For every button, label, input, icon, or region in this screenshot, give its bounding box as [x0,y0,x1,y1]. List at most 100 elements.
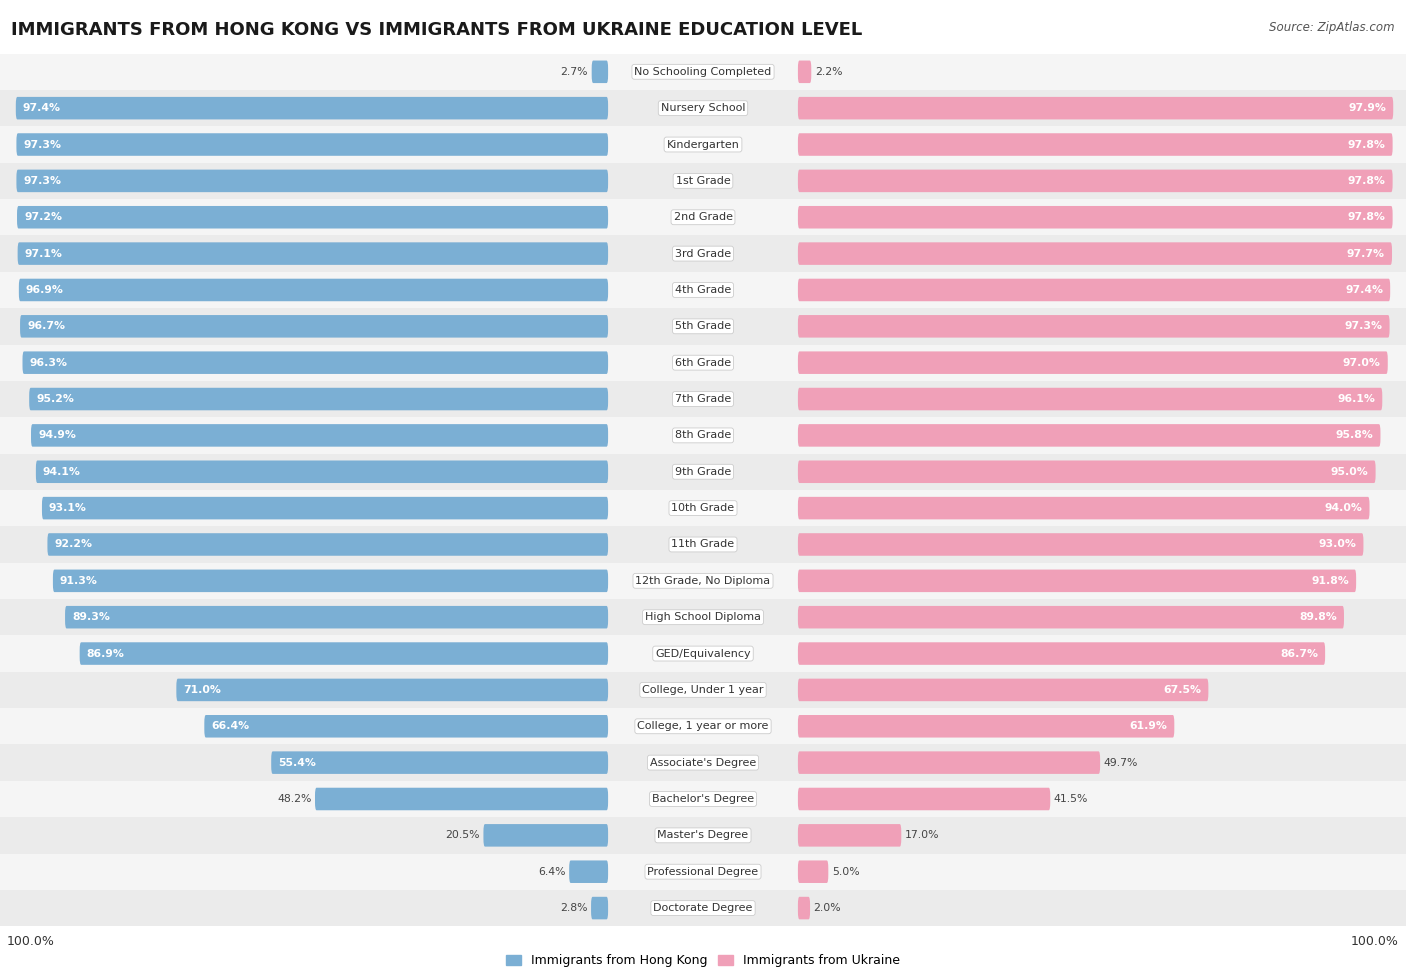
Text: 97.4%: 97.4% [1346,285,1384,295]
Text: 89.8%: 89.8% [1299,612,1337,622]
Text: 97.2%: 97.2% [24,213,62,222]
Text: 3rd Grade: 3rd Grade [675,249,731,258]
FancyBboxPatch shape [22,351,609,374]
Text: 95.2%: 95.2% [37,394,75,404]
Text: 6.4%: 6.4% [538,867,565,877]
Text: 2.8%: 2.8% [560,903,588,913]
Text: 66.4%: 66.4% [211,722,249,731]
Text: 96.1%: 96.1% [1337,394,1375,404]
Text: 95.0%: 95.0% [1331,467,1368,477]
FancyBboxPatch shape [271,752,609,774]
FancyBboxPatch shape [18,243,609,265]
FancyBboxPatch shape [799,206,1392,228]
FancyBboxPatch shape [799,460,1375,483]
Bar [0,526,1406,563]
FancyBboxPatch shape [31,424,609,447]
Text: 91.3%: 91.3% [60,576,98,586]
Bar [0,745,1406,781]
Text: 86.7%: 86.7% [1279,648,1317,658]
Text: 2nd Grade: 2nd Grade [673,213,733,222]
Text: 48.2%: 48.2% [277,794,312,804]
Text: 97.3%: 97.3% [24,176,62,186]
Bar [0,489,1406,526]
FancyBboxPatch shape [204,715,609,737]
Text: 61.9%: 61.9% [1129,722,1167,731]
Text: 100.0%: 100.0% [1351,935,1399,949]
Text: 93.1%: 93.1% [49,503,87,513]
Bar [0,708,1406,745]
Text: 92.2%: 92.2% [55,539,93,550]
FancyBboxPatch shape [65,605,609,629]
FancyBboxPatch shape [799,315,1389,337]
Bar [0,890,1406,926]
Text: IMMIGRANTS FROM HONG KONG VS IMMIGRANTS FROM UKRAINE EDUCATION LEVEL: IMMIGRANTS FROM HONG KONG VS IMMIGRANTS … [11,21,862,39]
Bar [0,636,1406,672]
Bar [0,672,1406,708]
FancyBboxPatch shape [799,279,1391,301]
FancyBboxPatch shape [591,897,609,919]
FancyBboxPatch shape [42,497,609,520]
FancyBboxPatch shape [15,97,609,119]
Text: 20.5%: 20.5% [446,831,479,840]
Bar [0,272,1406,308]
Text: 97.3%: 97.3% [24,139,62,149]
FancyBboxPatch shape [799,679,1208,701]
Text: 17.0%: 17.0% [905,831,939,840]
FancyBboxPatch shape [17,206,609,228]
FancyBboxPatch shape [18,279,609,301]
Text: 10th Grade: 10th Grade [672,503,734,513]
Bar [0,127,1406,163]
FancyBboxPatch shape [799,569,1357,592]
Text: Professional Degree: Professional Degree [647,867,759,877]
FancyBboxPatch shape [799,715,1174,737]
Bar [0,453,1406,489]
Text: Nursery School: Nursery School [661,103,745,113]
Text: 41.5%: 41.5% [1053,794,1088,804]
Text: 1st Grade: 1st Grade [676,176,730,186]
FancyBboxPatch shape [799,60,811,83]
Text: 5.0%: 5.0% [832,867,859,877]
FancyBboxPatch shape [799,134,1392,156]
Bar [0,417,1406,453]
Bar [0,199,1406,235]
FancyBboxPatch shape [176,679,609,701]
Bar [0,853,1406,890]
Text: 2.0%: 2.0% [814,903,841,913]
Text: 9th Grade: 9th Grade [675,467,731,477]
FancyBboxPatch shape [799,533,1364,556]
Bar [0,344,1406,381]
FancyBboxPatch shape [37,460,609,483]
Text: Kindergarten: Kindergarten [666,139,740,149]
Text: 91.8%: 91.8% [1312,576,1350,586]
FancyBboxPatch shape [799,170,1392,192]
FancyBboxPatch shape [592,60,609,83]
Bar [0,781,1406,817]
FancyBboxPatch shape [53,569,609,592]
Bar [0,599,1406,636]
Text: 93.0%: 93.0% [1319,539,1357,550]
Text: 96.3%: 96.3% [30,358,67,368]
Text: No Schooling Completed: No Schooling Completed [634,67,772,77]
Text: 67.5%: 67.5% [1163,684,1201,695]
Text: Bachelor's Degree: Bachelor's Degree [652,794,754,804]
Text: 95.8%: 95.8% [1336,430,1374,441]
Text: 97.1%: 97.1% [25,249,62,258]
Text: 2.2%: 2.2% [815,67,842,77]
Text: 8th Grade: 8th Grade [675,430,731,441]
Text: GED/Equivalency: GED/Equivalency [655,648,751,658]
Text: 97.3%: 97.3% [1344,322,1382,332]
FancyBboxPatch shape [17,170,609,192]
Text: 71.0%: 71.0% [183,684,221,695]
Text: 6th Grade: 6th Grade [675,358,731,368]
Text: 97.8%: 97.8% [1348,139,1385,149]
Text: Master's Degree: Master's Degree [658,831,748,840]
Text: 11th Grade: 11th Grade [672,539,734,550]
FancyBboxPatch shape [799,752,1099,774]
Bar [0,54,1406,90]
Text: 97.8%: 97.8% [1348,176,1385,186]
Bar [0,817,1406,853]
Text: 96.7%: 96.7% [27,322,65,332]
Text: 96.9%: 96.9% [25,285,63,295]
FancyBboxPatch shape [799,788,1050,810]
FancyBboxPatch shape [20,315,609,337]
